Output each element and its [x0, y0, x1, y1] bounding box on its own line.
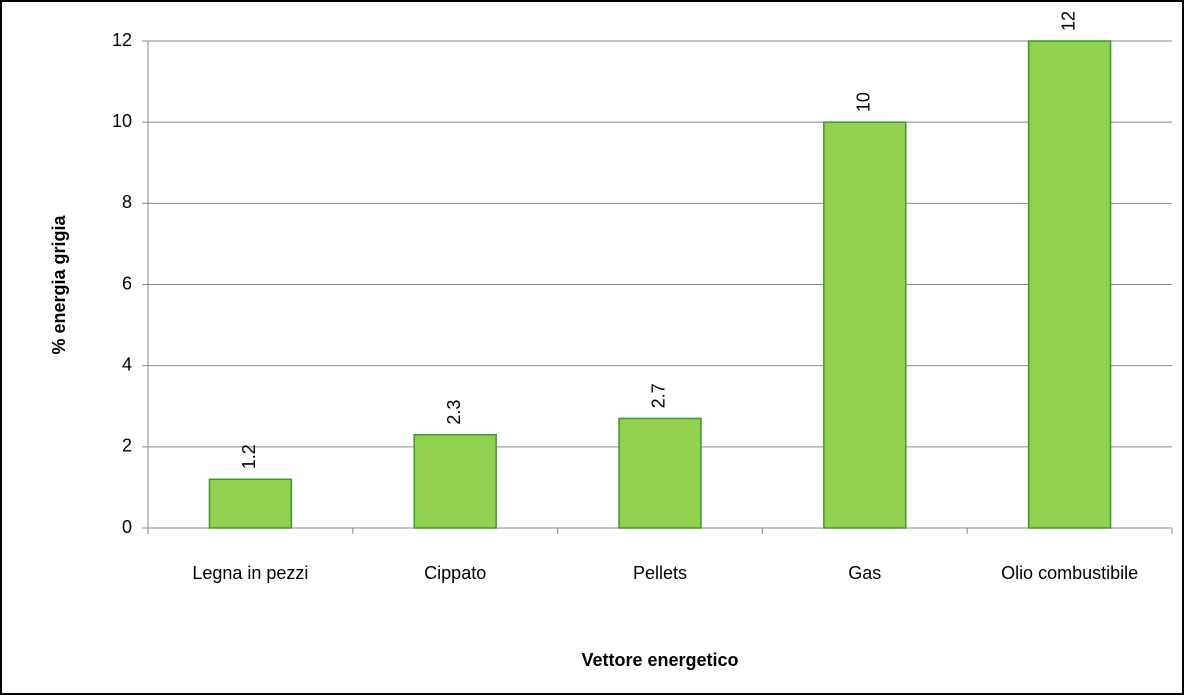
y-tick-label: 10 [112, 111, 132, 131]
bar [618, 417, 702, 529]
x-axis-title: Vettore energetico [581, 650, 738, 670]
x-tick-label: Cippato [424, 563, 486, 583]
value-label: 2.7 [649, 383, 669, 408]
bar [208, 478, 293, 529]
x-tick-label: Olio combustibile [1001, 563, 1138, 583]
y-tick-label: 6 [122, 273, 132, 293]
bar [413, 433, 497, 529]
y-axis-title: % energia grigia [49, 214, 69, 354]
y-tick-label: 0 [122, 517, 132, 537]
y-tick-label: 2 [122, 436, 132, 456]
y-tick-label: 12 [112, 30, 132, 50]
value-label: 2.3 [444, 400, 464, 425]
bar [823, 121, 907, 529]
x-tick-label: Legna in pezzi [192, 563, 308, 583]
value-label: 12 [1058, 11, 1078, 31]
y-tick-label: 8 [122, 192, 132, 212]
x-tick-label: Pellets [633, 563, 687, 583]
value-label: 1.2 [239, 444, 259, 469]
x-tick-label: Gas [848, 563, 881, 583]
value-label: 10 [854, 92, 874, 112]
bar [1027, 40, 1112, 529]
y-tick-label: 4 [122, 354, 132, 374]
